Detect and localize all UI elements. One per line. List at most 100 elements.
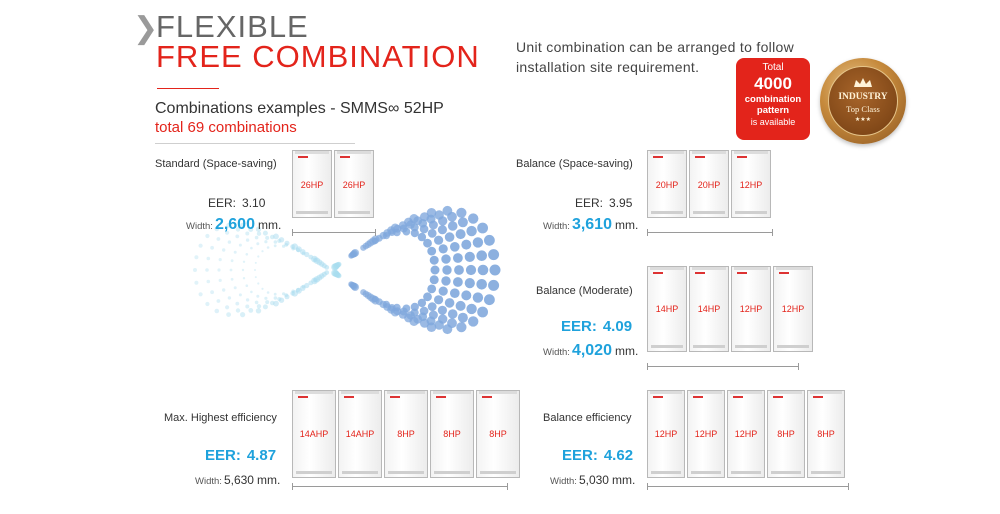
pattern-dot bbox=[257, 282, 260, 285]
pattern-dot bbox=[255, 308, 262, 314]
pattern-dot bbox=[457, 312, 468, 323]
width-unit: mm. bbox=[614, 344, 639, 358]
pattern-dot bbox=[468, 213, 479, 224]
unit-top-vent bbox=[770, 391, 802, 394]
unit-hp-label: 14AHP bbox=[345, 428, 375, 439]
pattern-dot bbox=[477, 264, 489, 276]
pattern-dot bbox=[217, 268, 221, 272]
pattern-dot bbox=[254, 269, 256, 271]
pattern-dot bbox=[216, 299, 221, 303]
pattern-dot bbox=[235, 227, 241, 232]
width-value: 5,630 bbox=[223, 473, 254, 487]
pattern-dot bbox=[218, 278, 222, 282]
pattern-dot bbox=[278, 237, 285, 243]
pattern-dot bbox=[456, 322, 467, 333]
pattern-dot bbox=[417, 298, 427, 308]
pattern-dot bbox=[477, 306, 488, 318]
outdoor-unit: 8HP bbox=[384, 390, 428, 478]
pattern-dot bbox=[218, 258, 222, 262]
unit-top-vent bbox=[730, 391, 762, 394]
pattern-dot bbox=[488, 249, 500, 261]
pattern-dot bbox=[256, 242, 260, 246]
pattern-dot bbox=[282, 292, 286, 296]
pattern-dot bbox=[423, 292, 432, 302]
unit-top-vent bbox=[341, 391, 379, 394]
pattern-dot bbox=[194, 280, 199, 285]
pattern-dot bbox=[291, 289, 295, 293]
seal-inner-ring bbox=[828, 66, 898, 136]
pattern-dot bbox=[455, 300, 466, 311]
pattern-dot bbox=[447, 221, 458, 231]
standard-dimension-line bbox=[292, 229, 376, 236]
pattern-dot bbox=[284, 293, 289, 297]
pattern-dot bbox=[472, 292, 484, 303]
pattern-dot bbox=[238, 243, 242, 247]
pattern-dot bbox=[264, 240, 268, 244]
pattern-dot bbox=[248, 308, 254, 313]
pattern-dot bbox=[262, 304, 268, 310]
pattern-dot bbox=[227, 240, 232, 244]
eer-label: EER: bbox=[575, 196, 604, 210]
pattern-dot bbox=[484, 294, 495, 306]
pattern-dot bbox=[245, 231, 250, 236]
max-efficiency-dimension-line bbox=[292, 483, 508, 490]
pattern-dot bbox=[245, 298, 250, 302]
unit-hp-label: 8HP bbox=[817, 428, 835, 439]
pattern-dot bbox=[454, 265, 464, 275]
pattern-dot bbox=[265, 235, 270, 240]
pattern-dot bbox=[393, 228, 401, 237]
pattern-dot bbox=[301, 284, 306, 289]
pattern-dot bbox=[450, 288, 460, 299]
pattern-dot bbox=[312, 257, 318, 262]
pattern-dot bbox=[444, 232, 455, 242]
unit-top-vent bbox=[776, 267, 810, 270]
pattern-dot bbox=[488, 279, 500, 291]
pattern-dot bbox=[304, 251, 310, 258]
pattern-dot bbox=[434, 295, 444, 305]
pattern-dot bbox=[256, 294, 260, 298]
pattern-dot bbox=[291, 247, 295, 251]
unit-top-vent bbox=[810, 391, 842, 394]
pattern-dot bbox=[336, 261, 342, 267]
pattern-dot bbox=[210, 290, 215, 295]
standard-width: Width: 2,600 mm. bbox=[186, 216, 281, 234]
max-efficiency-label: Max. Highest efficiency bbox=[164, 412, 277, 424]
balance-moderate-width: Width: 4,020 mm. bbox=[543, 342, 638, 360]
badge-line3: combination bbox=[744, 94, 802, 105]
unit-top-vent bbox=[337, 151, 371, 154]
unit-hp-label: 8HP bbox=[489, 428, 507, 439]
pattern-dot bbox=[419, 224, 429, 234]
pattern-dot bbox=[419, 306, 429, 316]
eer-label: EER: bbox=[561, 318, 597, 335]
crown-icon bbox=[854, 78, 872, 87]
pattern-dot bbox=[437, 225, 447, 235]
pattern-dot bbox=[428, 310, 438, 320]
pattern-dot bbox=[284, 243, 289, 247]
page-title-line1: FLEXIBLE bbox=[156, 9, 309, 44]
unit-top-vent bbox=[295, 391, 333, 394]
section-divider bbox=[155, 143, 355, 144]
pattern-dot bbox=[257, 255, 260, 258]
width-value: 5,030 bbox=[578, 473, 609, 487]
pattern-dot bbox=[453, 253, 463, 263]
eer-value: 3.10 bbox=[242, 196, 266, 210]
industry-top-class-seal: INDUSTRY Top Class ★★★ bbox=[820, 58, 906, 144]
pattern-dot bbox=[270, 300, 275, 306]
pattern-dot bbox=[466, 303, 477, 315]
pattern-dot bbox=[447, 309, 458, 319]
pattern-dot bbox=[210, 245, 215, 250]
balance-efficiency-label: Balance efficiency bbox=[543, 412, 632, 424]
pattern-dot bbox=[273, 292, 277, 296]
pattern-dot bbox=[273, 240, 278, 244]
pattern-dot bbox=[245, 304, 250, 309]
pattern-dot bbox=[450, 242, 460, 252]
unit-hp-label: 26HP bbox=[300, 180, 324, 191]
pattern-dot bbox=[427, 302, 437, 311]
width-unit: mm. bbox=[257, 218, 282, 232]
pattern-dot bbox=[245, 253, 249, 256]
pattern-dot bbox=[250, 246, 253, 250]
width-label: Width: bbox=[543, 221, 570, 232]
seal-stars: ★★★ bbox=[854, 117, 872, 123]
outdoor-unit: 14HP bbox=[647, 266, 687, 352]
pattern-dot bbox=[438, 244, 448, 254]
